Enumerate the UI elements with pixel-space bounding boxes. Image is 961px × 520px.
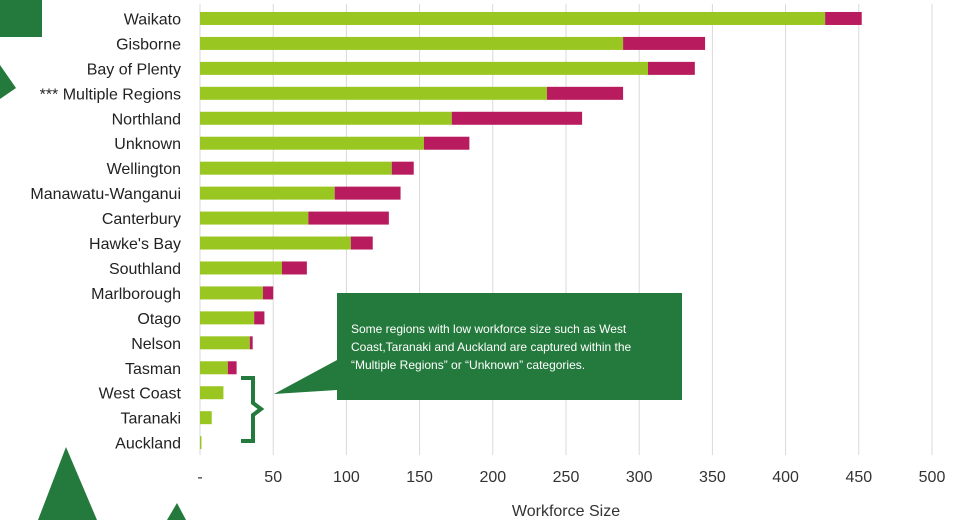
bar-segment-2 [391, 161, 414, 175]
x-tick-label: 500 [919, 469, 946, 486]
x-tick-label: 250 [553, 469, 580, 486]
bar-segment-2 [249, 336, 253, 350]
bar-segment-2 [350, 236, 373, 250]
bar-segment-1 [200, 311, 255, 325]
green-triangle-bottom-left [38, 447, 97, 520]
x-tick-label: 450 [845, 469, 872, 486]
category-label: Northland [112, 111, 181, 128]
category-label: Tasman [125, 361, 181, 378]
decorative-shapes [0, 0, 186, 520]
category-labels: Waikato Gisborne Bay of Plenty *** Multiple… [30, 11, 181, 452]
bar-segment-1 [200, 36, 624, 50]
bar-segment-2 [623, 36, 706, 50]
category-label: Marlborough [91, 286, 181, 303]
bar-segment-1 [200, 386, 224, 400]
bar-segment-2 [451, 111, 583, 125]
bracket [241, 376, 265, 443]
bar-segment-1 [200, 286, 263, 300]
bar-segment-1 [200, 61, 648, 75]
x-tick-label: 350 [699, 469, 726, 486]
category-label: *** Multiple Regions [40, 86, 181, 103]
bar-segment-2 [227, 361, 237, 375]
bar-segment-1 [200, 111, 452, 125]
bar-segment-2 [423, 136, 470, 150]
bar-segment-1 [200, 186, 335, 200]
bar-segment-1 [200, 86, 547, 100]
bar-segment-1 [200, 236, 351, 250]
bar-segment-2 [281, 261, 307, 275]
bar-segment-1 [200, 136, 424, 150]
category-label: Unknown [114, 136, 181, 153]
x-tick-label: - [197, 469, 202, 486]
corner-green-block [0, 0, 42, 37]
bar-segment-2 [308, 211, 389, 225]
bar-segment-2 [546, 86, 624, 100]
bar-segment-2 [254, 311, 265, 325]
callout-pointer [274, 360, 337, 394]
bars [200, 11, 862, 450]
bar-segment-1 [200, 436, 202, 450]
bar-segment-1 [200, 211, 309, 225]
x-tick-label: 100 [333, 469, 360, 486]
x-tick-label: 50 [264, 469, 282, 486]
bar-segment-1 [200, 361, 228, 375]
category-label: West Coast [99, 386, 182, 403]
category-label: Nelson [131, 336, 181, 353]
bar-segment-1 [200, 411, 212, 425]
green-triangle-bottom-small [167, 503, 186, 520]
bar-segment-2 [262, 286, 274, 300]
x-tick-label: 150 [406, 469, 433, 486]
category-label: Hawke's Bay [89, 236, 181, 253]
x-tick-label: 400 [772, 469, 799, 486]
annotation-box [337, 293, 682, 400]
x-tick-label: 300 [626, 469, 653, 486]
annotation-callout: Some regions with low workforce size suc… [241, 293, 682, 443]
bar-segment-2 [334, 186, 401, 200]
bar-segment-2 [825, 11, 862, 25]
category-label: Wellington [107, 161, 181, 178]
green-triangle-top-left [0, 65, 16, 99]
annotation-line-3: “Multiple Regions” or “Unknown” categori… [351, 358, 585, 372]
bar-segment-1 [200, 336, 250, 350]
category-label: Auckland [115, 436, 181, 453]
bar-segment-2 [647, 61, 695, 75]
category-label: Taranaki [121, 411, 181, 428]
bar-segment-1 [200, 261, 282, 275]
category-label: Otago [137, 311, 181, 328]
category-label: Manawatu-Wanganui [30, 186, 181, 203]
category-label: Gisborne [116, 36, 181, 53]
category-label: Canterbury [102, 211, 181, 228]
x-axis-title: Workforce Size [512, 503, 620, 520]
bar-segment-1 [200, 161, 392, 175]
category-label: Southland [109, 261, 181, 278]
category-label: Bay of Plenty [87, 61, 181, 78]
annotation-line-1: Some regions with low workforce size suc… [351, 322, 627, 336]
category-label: Waikato [124, 11, 181, 28]
x-tick-label: 200 [479, 469, 506, 486]
annotation-line-2: Coast,Taranaki and Auckland are captured… [351, 340, 631, 354]
x-tick-labels: - 50 100 150 200 250 300 350 400 450 500 [197, 469, 945, 486]
bar-segment-1 [200, 11, 826, 25]
